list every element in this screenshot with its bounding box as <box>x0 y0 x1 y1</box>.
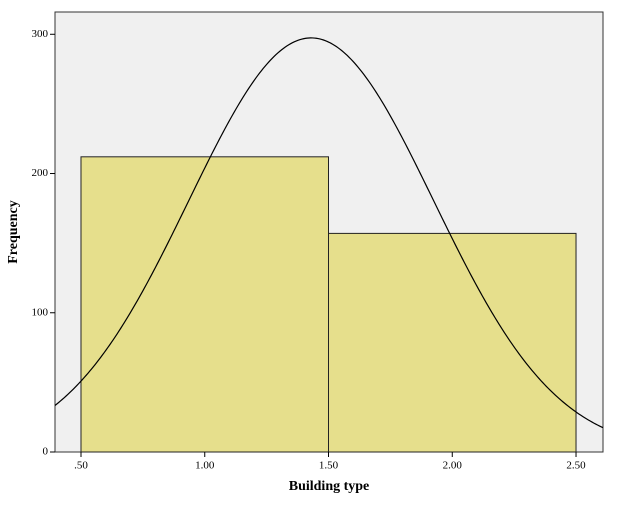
y-tick-label: 100 <box>32 306 49 318</box>
y-axis-label: Frequency <box>6 200 21 264</box>
y-tick-label: 200 <box>32 167 49 179</box>
x-axis-label: Building type <box>289 479 370 494</box>
x-tick-label: 2.00 <box>443 460 463 472</box>
x-tick-label: 1.50 <box>319 460 339 472</box>
x-tick-label: 1.00 <box>195 460 215 472</box>
y-tick-label: 300 <box>32 28 49 40</box>
x-tick-label: .50 <box>74 460 88 472</box>
y-tick-label: 0 <box>43 446 49 458</box>
normal-curve <box>55 37 603 429</box>
bar <box>328 232 577 453</box>
bar <box>80 156 330 453</box>
x-tick-label: 2.50 <box>566 460 586 472</box>
